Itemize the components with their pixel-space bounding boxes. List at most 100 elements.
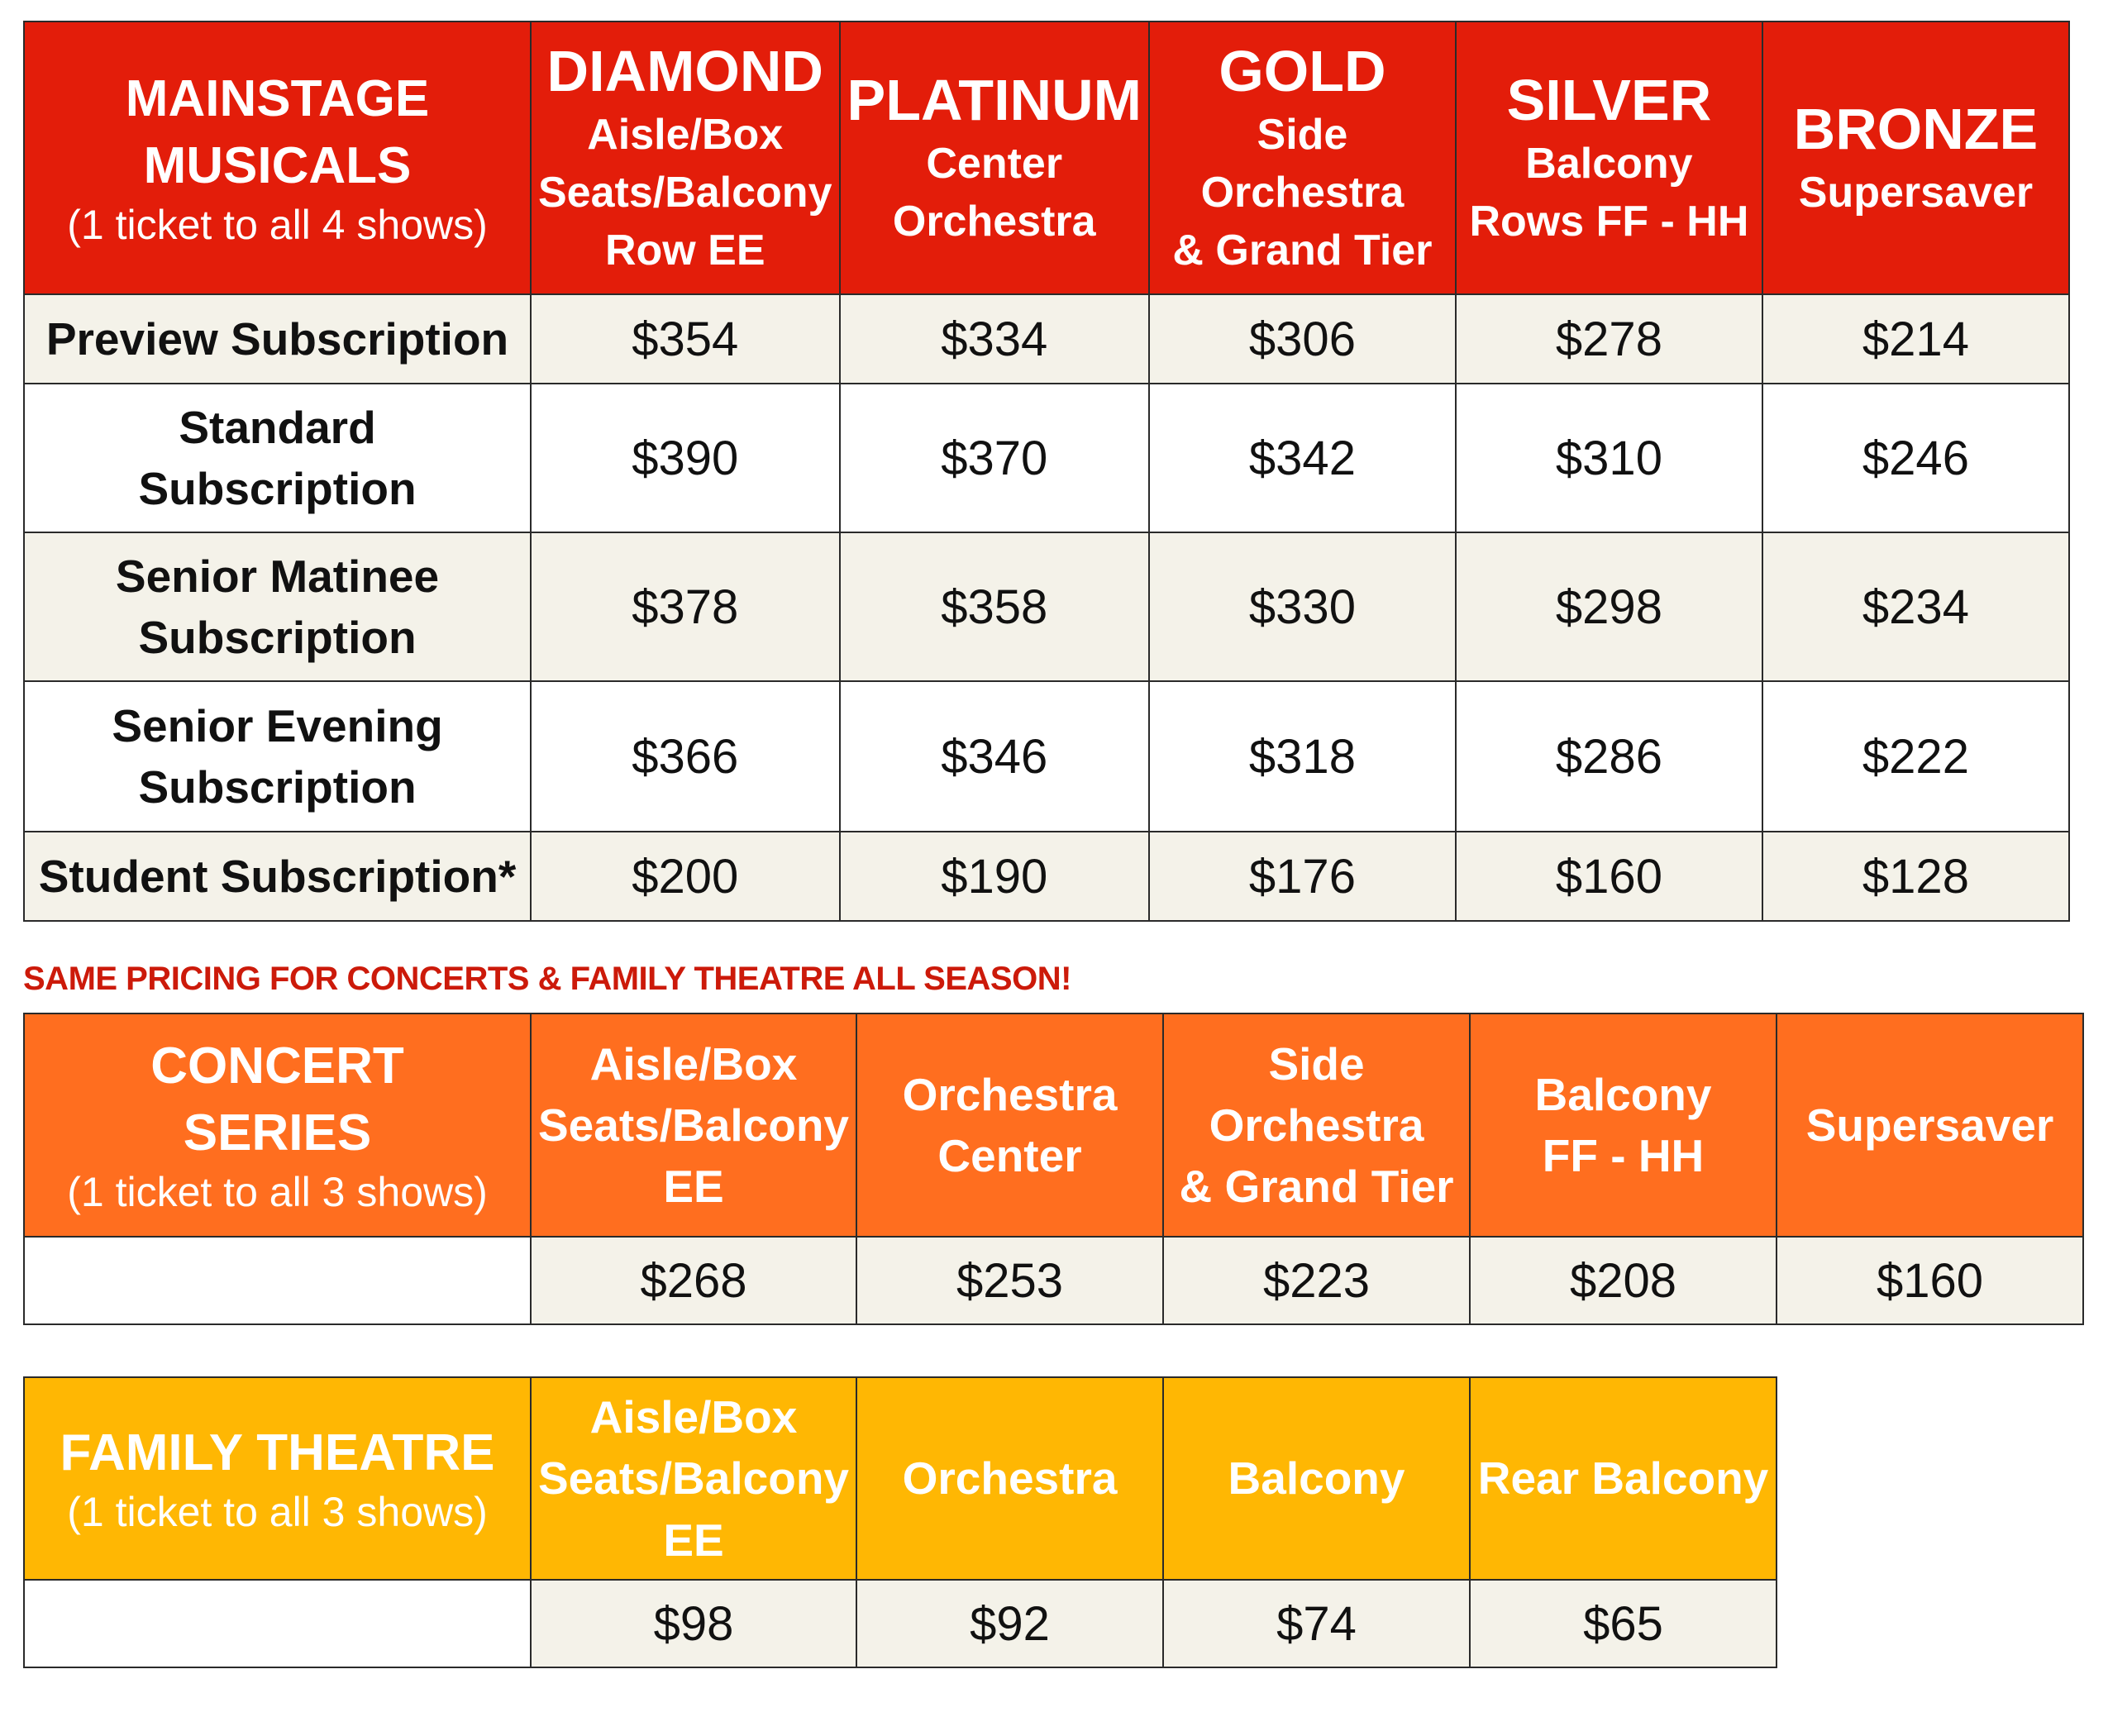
tier-name: DIAMOND [546,38,823,103]
column-header-line: & Grand Tier [1179,1161,1454,1213]
price-cell: $358 [838,532,1150,682]
price-cell: $342 [1147,383,1457,533]
row-label-cell: Preview Subscription [23,293,532,384]
price-cell: $346 [838,680,1150,832]
column-header-line: Seats/Balcony [538,1099,850,1151]
tier-name: BRONZE [1793,96,2039,161]
table-row: Standard Subscription $390 $370 $342 $31… [23,383,2070,533]
column-header-line: EE [663,1161,724,1213]
mainstage-header-row: MAINSTAGE MUSICALS (1 ticket to all 4 sh… [23,21,2070,295]
tier-desc-line: Supersaver [1798,168,2034,217]
price-cell: $306 [1147,293,1457,384]
price-cell: $318 [1147,680,1457,832]
tier-desc-line: Aisle/Box [587,110,784,159]
price-cell: $208 [1469,1236,1778,1325]
concert-subtitle: (1 ticket to all 3 shows) [67,1168,488,1215]
column-header-line: EE [663,1514,724,1566]
column-header-line: Seats/Balcony [538,1452,850,1505]
price-cell: $334 [838,293,1150,384]
family-column-header: Rear Balcony [1469,1376,1778,1581]
row-label-cell: Standard Subscription [23,383,532,533]
price-cell: $176 [1147,831,1457,922]
empty-label-cell [23,1579,532,1668]
row-label-cell: Senior Evening Subscription [23,680,532,832]
price-cell: $298 [1454,532,1763,682]
price-cell: $378 [530,532,841,682]
price-cell: $222 [1761,680,2070,832]
concert-column-header: Supersaver [1776,1013,2085,1238]
price-cell: $128 [1761,831,2070,922]
price-cell: $223 [1162,1236,1471,1325]
mainstage-title-cell: MAINSTAGE MUSICALS (1 ticket to all 4 sh… [23,21,532,295]
row-label: Student Subscription* [38,850,517,902]
concert-title-line2: SERIES [183,1104,372,1161]
tier-name: PLATINUM [847,67,1142,132]
tier-header-silver: SILVER Balcony Rows FF - HH [1454,21,1763,295]
row-label: Senior Matinee [115,550,440,602]
tier-header-bronze: BRONZE Supersaver [1761,21,2070,295]
row-label: Preview Subscription [45,312,509,365]
price-cell: $310 [1454,383,1763,533]
price-cell: $160 [1454,831,1763,922]
price-cell: $370 [838,383,1150,533]
price-cell: $268 [529,1236,858,1325]
row-label: Standard [179,401,376,453]
price-cell: $98 [529,1579,858,1668]
price-cell: $246 [1761,383,2070,533]
column-header-line: Balcony [1534,1068,1712,1120]
table-row: Student Subscription* $200 $190 $176 $16… [23,831,2070,922]
family-header-row: FAMILY THEATRE (1 ticket to all 3 shows)… [23,1376,1778,1581]
table-row: Senior Evening Subscription $366 $346 $3… [23,680,2070,832]
table-row: $98 $92 $74 $65 [23,1579,1778,1668]
price-cell: $214 [1761,293,2070,384]
tier-header-gold: GOLD Side Orchestra & Grand Tier [1147,21,1457,295]
tier-desc-line: Balcony [1525,139,1693,188]
row-label: Subscription [138,463,417,514]
column-header-line: Aisle/Box [589,1391,798,1443]
price-cell: $330 [1147,532,1457,682]
mainstage-title-line1: MAINSTAGE [125,70,430,128]
column-header-line: Aisle/Box [589,1037,798,1090]
empty-label-cell [23,1236,532,1325]
concert-title-line1: CONCERT [150,1037,404,1095]
mainstage-title-line2: MUSICALS [143,137,412,194]
column-header-line: Center [937,1130,1082,1181]
tier-name: SILVER [1506,67,1712,132]
tier-desc-line: Side Orchestra [1200,110,1405,217]
table-row: Preview Subscription $354 $334 $306 $278… [23,293,2070,384]
row-label-cell: Student Subscription* [23,831,532,922]
tier-desc-line: Orchestra [892,198,1096,246]
price-cell: $390 [530,383,841,533]
price-cell: $74 [1162,1579,1471,1668]
concert-column-header: Side Orchestra & Grand Tier [1162,1013,1471,1238]
row-label: Senior Evening [112,699,443,751]
price-cell: $160 [1776,1236,2085,1325]
family-subtitle: (1 ticket to all 3 shows) [67,1488,488,1535]
column-header-line: Side Orchestra [1209,1037,1424,1151]
row-label-cell: Senior Matinee Subscription [23,532,532,682]
mainstage-subtitle: (1 ticket to all 4 shows) [67,201,488,248]
tier-desc-line: Center [926,139,1063,188]
row-label: Subscription [138,761,417,813]
tier-desc-line: & Grand Tier [1172,227,1433,275]
concert-header-row: CONCERT SERIES (1 ticket to all 3 shows)… [23,1013,2085,1238]
table-row: Senior Matinee Subscription $378 $358 $3… [23,532,2070,682]
price-cell: $65 [1469,1579,1778,1668]
tier-header-diamond: DIAMOND Aisle/Box Seats/Balcony Row EE [530,21,841,295]
tier-desc-line: Row EE [604,227,765,275]
column-header-line: FF - HH [1542,1130,1705,1181]
row-label: Subscription [138,612,417,663]
price-cell: $253 [856,1236,1165,1325]
table-row: $268 $253 $223 $208 $160 [23,1236,2085,1325]
tier-desc-line: Seats/Balcony [538,168,832,217]
price-cell: $366 [530,680,841,832]
price-cell: $278 [1454,293,1763,384]
family-pricing-table: FAMILY THEATRE (1 ticket to all 3 shows)… [23,1376,1778,1668]
price-cell: $286 [1454,680,1763,832]
column-header-line: Orchestra [902,1452,1118,1505]
family-column-header: Aisle/Box Seats/Balcony EE [529,1376,858,1581]
price-cell: $190 [838,831,1150,922]
concert-column-header: Orchestra Center [856,1013,1165,1238]
column-header-line: Orchestra [902,1068,1118,1120]
